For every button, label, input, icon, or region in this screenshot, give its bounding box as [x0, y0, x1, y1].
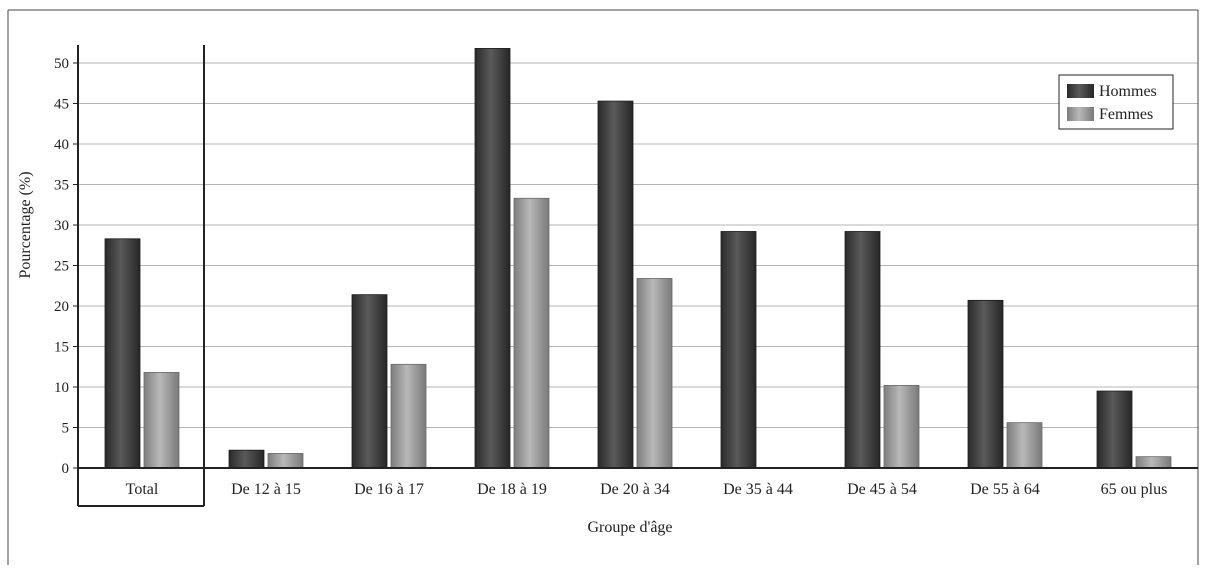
y-tick-label: 5 — [62, 421, 70, 437]
bar-hommes — [1096, 390, 1133, 469]
bar-femmes — [390, 363, 427, 469]
bar-hommes — [351, 294, 388, 469]
y-tick-label: 45 — [54, 97, 69, 113]
x-category-label: De 12 à 15 — [231, 481, 301, 498]
x-axis-title: Groupe d'âge — [587, 519, 672, 536]
bar-femmes — [1006, 422, 1043, 469]
y-tick-label: 30 — [54, 218, 69, 234]
y-tick-label: 50 — [54, 56, 69, 72]
legend: Hommes Femmes — [1058, 74, 1174, 130]
bar-hommes — [597, 100, 634, 469]
bar-femmes — [1135, 456, 1172, 469]
x-category-label: De 20 à 34 — [600, 481, 670, 498]
bar-hommes — [228, 449, 265, 469]
x-category-label: De 45 à 54 — [847, 481, 917, 498]
y-tick-label: 15 — [54, 340, 69, 356]
x-category-label: De 35 à 44 — [723, 481, 793, 498]
bar-hommes — [720, 231, 757, 469]
bar-femmes — [267, 453, 304, 469]
bar-femmes — [636, 278, 673, 469]
bar-femmes — [883, 384, 920, 469]
legend-swatch-femmes — [1067, 107, 1094, 121]
y-tick-label: 25 — [54, 259, 69, 275]
x-category-label: Total — [126, 481, 159, 498]
x-category-label: De 55 à 64 — [970, 481, 1040, 498]
bar-hommes — [104, 238, 141, 469]
y-axis-title: Pourcentage (%) — [17, 171, 34, 278]
y-tick-label: 35 — [54, 178, 69, 194]
y-tick-label: 20 — [54, 299, 69, 315]
bar-femmes — [513, 197, 550, 469]
x-category-label: De 16 à 17 — [354, 481, 424, 498]
legend-label-femmes: Femmes — [1099, 106, 1153, 123]
x-category-label: 65 ou plus — [1101, 481, 1168, 498]
x-category-label: De 18 à 19 — [477, 481, 547, 498]
bar-hommes — [967, 299, 1004, 469]
y-tick-label: 10 — [54, 380, 69, 396]
bar-hommes — [844, 231, 881, 469]
bar-femmes — [143, 372, 180, 469]
legend-swatch-hommes — [1067, 84, 1094, 98]
bar-hommes — [474, 48, 511, 469]
y-tick-label: 40 — [54, 137, 69, 153]
y-tick-label: 0 — [62, 461, 70, 477]
legend-label-hommes: Hommes — [1099, 83, 1157, 100]
